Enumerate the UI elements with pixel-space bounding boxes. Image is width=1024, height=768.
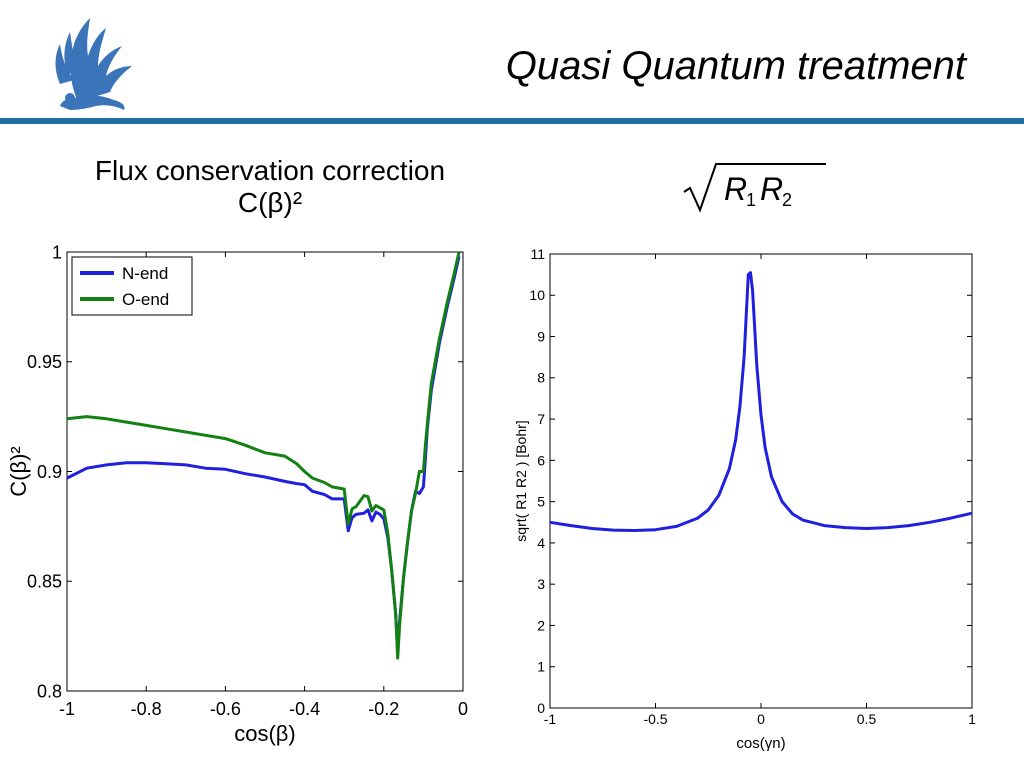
left-chart-heading: Flux conservation correction C(β)² bbox=[30, 155, 510, 219]
series-line-o-end bbox=[66, 251, 461, 660]
y-tick-label: 0.9 bbox=[37, 462, 62, 482]
y-tick-label: 5 bbox=[537, 494, 545, 510]
series-line-0 bbox=[549, 271, 973, 532]
x-tick-label: -0.8 bbox=[131, 699, 162, 719]
y-axis-label: C(β)² bbox=[6, 446, 31, 497]
svg-text:R: R bbox=[724, 171, 747, 207]
y-tick-label: 3 bbox=[537, 576, 545, 592]
svg-text:1: 1 bbox=[746, 190, 756, 210]
griffin-logo-icon bbox=[55, 18, 132, 110]
y-tick-label: 0.85 bbox=[27, 572, 62, 592]
x-axis-label: cos(β) bbox=[234, 721, 296, 746]
y-tick-label: 11 bbox=[530, 246, 545, 262]
x-tick-label: -1 bbox=[544, 711, 557, 727]
y-tick-label: 9 bbox=[537, 328, 545, 344]
y-axis-label: sqrt( R1 R2 ) [Bohr] bbox=[513, 420, 529, 541]
y-tick-label: 10 bbox=[529, 287, 545, 303]
y-tick-label: 4 bbox=[537, 535, 545, 551]
series-line-n-end bbox=[66, 256, 461, 656]
x-tick-label: 0.5 bbox=[857, 711, 877, 727]
plot-frame bbox=[549, 253, 973, 709]
slide-title: Quasi Quantum treatment bbox=[505, 44, 966, 88]
svg-text:R: R bbox=[760, 171, 783, 207]
y-tick-label: 0.8 bbox=[37, 681, 62, 701]
legend-label: O-end bbox=[122, 290, 169, 309]
left-heading-line2: C(β)² bbox=[237, 187, 303, 218]
y-tick-label: 6 bbox=[537, 452, 545, 468]
y-tick-label: 1 bbox=[52, 242, 62, 262]
x-tick-label: -0.5 bbox=[643, 711, 667, 727]
x-tick-label: -0.2 bbox=[368, 699, 399, 719]
x-axis-label: cos(γn) bbox=[736, 735, 785, 752]
left-heading-line1: Flux conservation correction bbox=[94, 155, 446, 186]
y-tick-label: 8 bbox=[537, 370, 545, 386]
x-tick-label: 0 bbox=[757, 711, 765, 727]
title-divider bbox=[0, 118, 1024, 124]
legend-label: N-end bbox=[122, 264, 168, 283]
legend-box bbox=[71, 256, 193, 316]
y-tick-label: 0 bbox=[537, 700, 545, 716]
y-tick-label: 2 bbox=[537, 617, 545, 633]
y-tick-label: 1 bbox=[537, 659, 545, 675]
x-tick-label: 1 bbox=[968, 711, 976, 727]
svg-text:2: 2 bbox=[782, 190, 792, 210]
x-tick-label: 0 bbox=[458, 699, 468, 719]
plot-frame bbox=[66, 251, 464, 692]
y-tick-label: 7 bbox=[537, 411, 545, 427]
x-tick-label: -1 bbox=[59, 699, 75, 719]
flux-correction-chart: -1 -0.8 -0.6 -0.4 -0.2 0 0.8 0.85 0.9 0.95 1 cos(β)… bbox=[6, 242, 468, 746]
sqrt-r1r2-formula-icon: R 1 R 2 bbox=[683, 163, 826, 213]
x-tick-label: -0.4 bbox=[289, 699, 320, 719]
y-tick-label: 0.95 bbox=[27, 352, 62, 372]
x-tick-label: -0.6 bbox=[210, 699, 241, 719]
